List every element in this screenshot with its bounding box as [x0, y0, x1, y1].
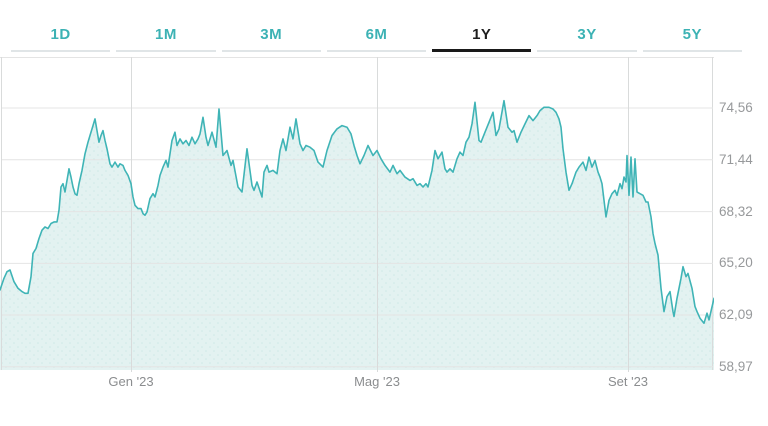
y-axis-tick-label: 68,32: [719, 203, 753, 219]
tab-1d-label: 1D: [50, 26, 71, 43]
price-line: [0, 99, 714, 325]
tab-3y-underline: [537, 50, 637, 52]
tab-1m-label: 1M: [155, 26, 177, 43]
tab-1d[interactable]: 1D: [8, 24, 113, 52]
tab-1m-underline: [116, 50, 216, 52]
y-axis-tick-label: 74,56: [719, 100, 753, 115]
tab-3m[interactable]: 3M: [219, 24, 324, 52]
tab-1m[interactable]: 1M: [113, 24, 218, 52]
x-axis-label: Mag '23: [354, 374, 400, 389]
y-axis-tick-label: 62,09: [719, 307, 753, 322]
price-area-fill: [0, 100, 714, 370]
tab-6m[interactable]: 6M: [324, 24, 429, 52]
tab-5y-label: 5Y: [682, 26, 702, 43]
tab-1y-label: 1Y: [472, 26, 492, 43]
y-axis-tick-label: 58,97: [719, 358, 753, 374]
tab-3y-label: 3Y: [577, 26, 597, 43]
range-tabs: 1D 1M 3M 6M 1Y 3Y 5Y: [8, 24, 745, 52]
tab-6m-label: 6M: [365, 26, 388, 43]
tab-5y-underline: [642, 50, 742, 52]
x-axis-label: Set '23: [607, 374, 649, 389]
tab-5y[interactable]: 5Y: [640, 24, 745, 52]
y-axis-tick-label: 65,20: [719, 255, 753, 271]
tab-3m-label: 3M: [260, 26, 283, 43]
tab-1y[interactable]: 1Y: [429, 24, 534, 52]
y-axis-tick-label: 71,44: [719, 151, 753, 167]
tab-3y[interactable]: 3Y: [534, 24, 639, 52]
x-axis-label: Gen '23: [108, 374, 154, 389]
tab-3m-underline: [221, 50, 321, 52]
area-chart[interactable]: [0, 57, 714, 373]
tab-1y-underline: [432, 49, 532, 52]
tab-1d-underline: [11, 50, 111, 52]
tab-6m-underline: [326, 50, 427, 52]
